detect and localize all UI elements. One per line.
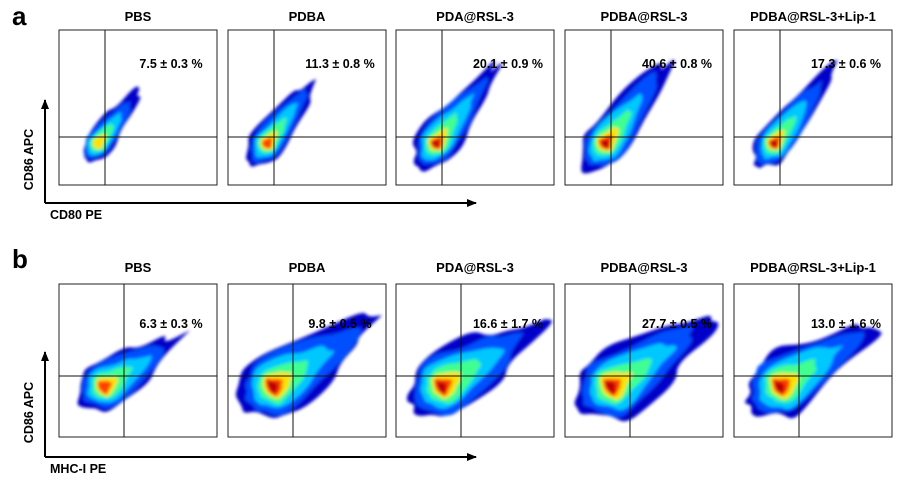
density-contour: [92, 134, 107, 150]
flow-plot: PDBA@RSL-3 27.7 ± 0.5 %: [564, 260, 724, 438]
density-contour: [431, 139, 440, 148]
x-axis-title: CD80 PE: [50, 208, 102, 222]
x-axis-title: MHC-I PE: [50, 462, 106, 476]
density-cloud: [581, 59, 675, 174]
density-cloud: [752, 60, 838, 169]
panel-b-letter: b: [12, 244, 28, 274]
flow-plot: PDBA@RSL-3 40.6 ± 0.8 %: [564, 9, 724, 186]
density-contour: [435, 381, 447, 395]
panel-a-letter: a: [12, 1, 27, 31]
group-title: PDBA@RSL-3: [600, 9, 687, 24]
y-axis-title: CD86 APC: [22, 129, 36, 190]
plot-frame: [58, 29, 218, 186]
density-cloud: [246, 79, 317, 167]
density-contour: [769, 139, 778, 148]
density-cloud: [406, 319, 552, 417]
group-title: PBS: [125, 9, 152, 24]
density-contour: [262, 136, 272, 149]
quadrant-percentage: 16.6 ± 1.7 %: [473, 317, 543, 331]
group-title: PDBA@RSL-3+Lip-1: [750, 9, 876, 24]
flow-plot: PDA@RSL-3 20.1 ± 0.9 %: [395, 9, 555, 186]
density-contour: [773, 381, 785, 394]
density-cloud: [745, 324, 882, 419]
flow-plot: PDBA 11.3 ± 0.8 %: [227, 9, 387, 186]
panel-b: b PBS 6.3 ± 0.3 % PDBA 9.8 ± 0.5 % PDA@RSL-3 1…: [12, 244, 893, 476]
group-title: PDA@RSL-3: [436, 260, 514, 275]
flow-plot: PDBA@RSL-3+Lip-1 17.3 ± 0.6 %: [733, 9, 893, 186]
quadrant-percentage: 13.0 ± 1.6 %: [811, 317, 881, 331]
group-title: PBS: [125, 260, 152, 275]
group-title: PDBA@RSL-3: [600, 260, 687, 275]
quadrant-percentage: 6.3 ± 0.3 %: [139, 317, 202, 331]
density-cloud: [235, 313, 383, 419]
flow-plot: PDBA@RSL-3+Lip-1 13.0 ± 1.6 %: [733, 260, 893, 438]
density-contour: [600, 139, 610, 149]
density-cloud: [412, 60, 503, 172]
quadrant-percentage: 17.3 ± 0.6 %: [811, 57, 881, 71]
quadrant-percentage: 27.7 ± 0.5 %: [642, 317, 712, 331]
panel-a: a PBS 7.5 ± 0.3 % PDBA 11.3 ± 0.8 % PDA@RSL-3…: [12, 1, 893, 222]
quadrant-percentage: 7.5 ± 0.3 %: [139, 57, 202, 71]
density-cloud: [77, 330, 191, 413]
density-contour: [97, 380, 112, 395]
density-contour: [604, 381, 616, 395]
quadrant-percentage: 11.3 ± 0.8 %: [305, 57, 374, 71]
group-title: PDA@RSL-3: [436, 9, 514, 24]
quadrant-percentage: 20.1 ± 0.9 %: [473, 57, 543, 71]
density-cloud: [574, 315, 719, 422]
flow-plot: PBS 6.3 ± 0.3 %: [58, 260, 218, 438]
group-title: PDBA: [289, 260, 326, 275]
y-axis-title: CD86 APC: [22, 382, 36, 443]
density-contour: [266, 381, 278, 394]
quadrant-percentage: 40.6 ± 0.8 %: [642, 57, 712, 71]
flow-plot: PDA@RSL-3 16.6 ± 1.7 %: [395, 260, 555, 438]
flow-plot: PDBA 9.8 ± 0.5 %: [227, 260, 387, 438]
group-title: PDBA@RSL-3+Lip-1: [750, 260, 876, 275]
group-title: PDBA: [289, 9, 326, 24]
quadrant-percentage: 9.8 ± 0.5 %: [308, 317, 371, 331]
flow-plot: PBS 7.5 ± 0.3 %: [58, 9, 218, 186]
